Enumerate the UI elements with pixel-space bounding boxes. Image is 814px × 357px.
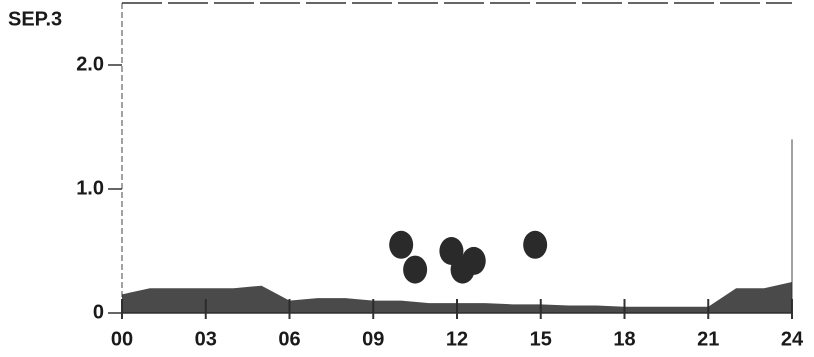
chart-title: SEP.3 <box>8 8 62 30</box>
x-tick-label: 21 <box>697 328 719 350</box>
y-tick-label: 1.0 <box>76 177 104 199</box>
x-tick-label: 15 <box>530 328 552 350</box>
y-tick-label: 2.0 <box>76 53 104 75</box>
echo-blob <box>461 246 486 275</box>
x-tick-label: 06 <box>278 328 300 350</box>
echo-layer <box>122 282 792 313</box>
x-tick-label: 18 <box>613 328 635 350</box>
x-tick-label: 03 <box>195 328 217 350</box>
x-tick-label: 00 <box>111 328 133 350</box>
x-tick-label: 24 <box>781 328 804 350</box>
x-tick-label: 09 <box>362 328 384 350</box>
echo-blob <box>403 255 428 284</box>
y-tick-label: 0 <box>93 301 104 323</box>
echo-blob <box>523 230 548 259</box>
x-tick-label: 12 <box>446 328 468 350</box>
echo-blob <box>389 230 414 259</box>
